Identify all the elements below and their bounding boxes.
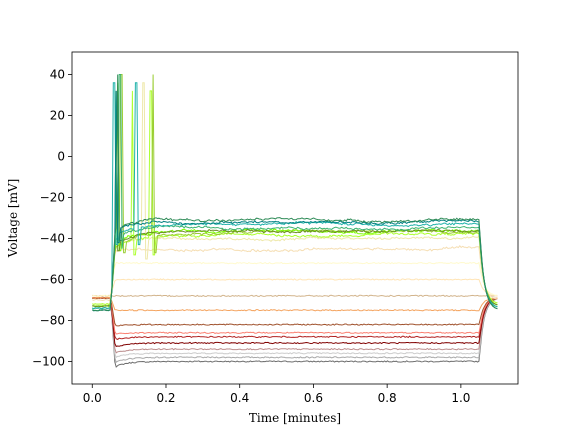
voltage-trace-line xyxy=(92,296,498,359)
y-tick-label: 20 xyxy=(50,109,65,123)
y-tick-label: −100 xyxy=(32,354,65,368)
y-tick-label: 40 xyxy=(50,68,65,82)
voltage-trace-line xyxy=(92,296,498,347)
plot-frame xyxy=(71,51,519,385)
y-tick-label: −60 xyxy=(40,272,65,286)
x-tick-label: 0.6 xyxy=(304,391,323,405)
x-tick-label: 0.0 xyxy=(83,391,102,405)
voltage-trace-line xyxy=(92,82,498,308)
x-axis-ticks: 0.0 0.2 0.4 0.6 0.8 1.0 xyxy=(83,384,470,405)
voltage-trace-line xyxy=(92,261,498,297)
x-tick-label: 0.8 xyxy=(378,391,397,405)
y-tick-label: −40 xyxy=(40,231,65,245)
voltage-trace-line xyxy=(92,278,498,297)
voltage-trace-line xyxy=(92,297,498,327)
voltage-trace-line xyxy=(92,297,498,354)
voltage-trace-line xyxy=(92,245,498,302)
voltage-trace-line xyxy=(92,74,498,312)
x-tick-label: 0.4 xyxy=(230,391,249,405)
voltage-trace-line xyxy=(92,296,498,312)
voltage-traces xyxy=(92,74,498,368)
y-axis-label: Voltage [mV] xyxy=(6,179,20,259)
voltage-trace-line xyxy=(92,90,498,306)
x-axis-label: Time [minutes] xyxy=(249,411,341,425)
voltage-trace-line xyxy=(92,296,498,363)
voltage-trace-line xyxy=(92,90,498,308)
voltage-trace-line xyxy=(92,296,498,368)
x-tick-label: 0.2 xyxy=(156,391,175,405)
y-tick-label: −20 xyxy=(40,191,65,205)
x-tick-label: 1.0 xyxy=(451,391,470,405)
voltage-trace-line xyxy=(92,82,498,306)
voltage-trace-line xyxy=(92,297,498,340)
voltage-trace-line xyxy=(92,90,498,312)
voltage-trace-line xyxy=(92,294,498,298)
y-tick-label: 0 xyxy=(57,150,65,164)
y-axis-ticks: −100 −80 −60 −40 −20 0 20 40 xyxy=(32,68,72,368)
y-tick-label: −80 xyxy=(40,313,65,327)
voltage-trace-line xyxy=(92,296,498,335)
